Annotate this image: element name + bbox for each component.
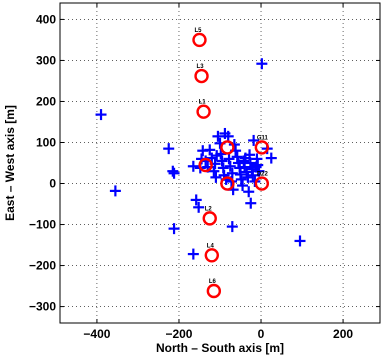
cross-point	[253, 165, 265, 177]
cross-point	[235, 173, 247, 185]
circle-point-label: D22	[257, 172, 269, 178]
y-tick-label: −100	[29, 218, 56, 232]
x-tick-label: 200	[333, 327, 353, 341]
cross-point	[187, 160, 199, 172]
cross-point	[294, 235, 306, 247]
cross-point	[168, 167, 180, 179]
cross-point	[256, 58, 268, 70]
circle-point-label: L3	[197, 64, 205, 70]
circle-point	[254, 140, 270, 155]
cross-point	[244, 157, 256, 169]
cross-point	[243, 186, 255, 198]
cross-point	[204, 144, 216, 156]
plot-frame	[59, 2, 381, 324]
cross-point	[242, 171, 254, 183]
circle-point-label: L4	[207, 243, 215, 249]
cross-point	[245, 197, 257, 209]
cross-point	[187, 248, 199, 260]
circle-point	[220, 140, 235, 155]
cross-point	[223, 153, 235, 165]
cross-point	[109, 185, 121, 197]
y-tick-label: 200	[36, 94, 56, 108]
cross-point	[237, 180, 249, 192]
y-tick-label: 300	[36, 53, 56, 67]
cross-point	[252, 159, 264, 171]
circle-series: L5 L3 L1 G11 D22 L2 L4 L6	[192, 28, 270, 299]
cross-point	[216, 155, 228, 167]
cross-point	[212, 130, 224, 142]
x-tick-label: −200	[165, 327, 192, 341]
cross-point	[226, 221, 238, 233]
cross-point	[222, 130, 234, 142]
cross-point	[226, 167, 238, 179]
cross-point	[248, 134, 260, 146]
y-tick-label: −300	[29, 300, 56, 314]
circle-point-label: L5	[194, 28, 202, 34]
circle-point-label: L1	[199, 100, 207, 106]
x-axis-title: North – South axis [m]	[156, 341, 284, 355]
x-axis-ticks: −400 −200 0 200	[83, 3, 353, 341]
circle-point-label: L2	[205, 206, 213, 212]
circle-point	[220, 176, 235, 191]
circle-point	[194, 68, 209, 84]
cross-point	[265, 152, 277, 164]
cross-point	[167, 165, 179, 177]
circle-point-label: G11	[257, 135, 269, 141]
cross-point	[95, 109, 107, 121]
circle-point	[192, 32, 207, 48]
cross-point	[247, 169, 259, 181]
circle-point	[198, 157, 213, 173]
circle-point	[196, 104, 211, 119]
y-tick-label: 100	[36, 135, 56, 149]
cross-point	[193, 201, 205, 213]
x-tick-label: 0	[258, 327, 265, 341]
cross-point	[163, 143, 175, 155]
y-tick-label: 0	[49, 177, 56, 191]
y-tick-label: 400	[36, 12, 56, 26]
circle-point-label: L6	[209, 279, 217, 285]
y-axis-ticks: −300 −200 −100 0 100 200 300 400	[29, 12, 380, 314]
y-axis-title: East – West axis [m]	[3, 105, 17, 221]
cross-point	[231, 151, 243, 163]
cross-point	[190, 194, 202, 206]
y-tick-label: −200	[29, 259, 56, 273]
cross-point	[232, 157, 244, 169]
circle-point	[206, 283, 222, 299]
circle-point	[254, 176, 270, 191]
circle-point	[204, 248, 219, 263]
circle-point	[202, 211, 217, 226]
x-tick-label: −400	[83, 327, 110, 341]
cross-point	[168, 223, 180, 235]
cross-point	[224, 160, 236, 172]
cross-point	[208, 165, 220, 177]
cross-point	[210, 171, 222, 183]
